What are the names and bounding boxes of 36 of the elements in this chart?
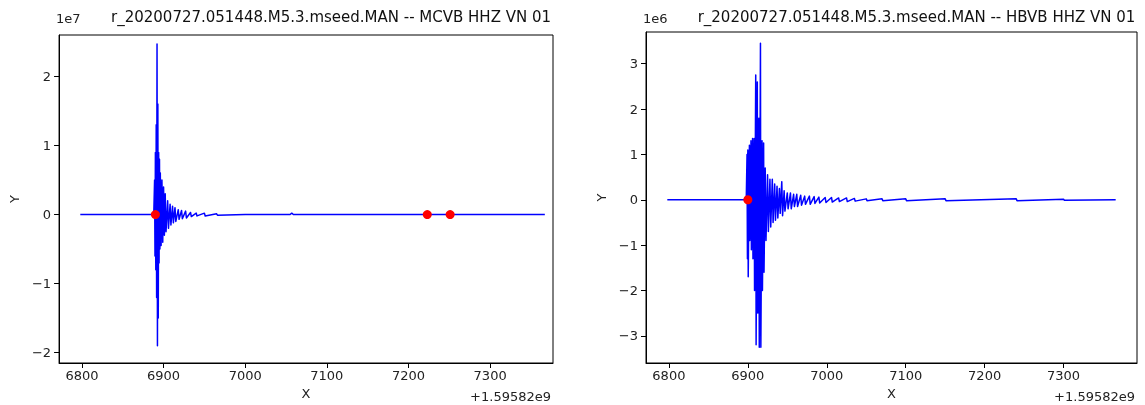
x-tick-label: 6900 xyxy=(731,368,765,383)
y-tick-label: 1 xyxy=(629,146,638,162)
y-axis-title: Y xyxy=(7,194,22,204)
line-series xyxy=(666,42,1117,348)
y-tick-label: 2 xyxy=(42,68,52,84)
y-tick-label: 0 xyxy=(629,192,638,208)
y-tick-label: −1 xyxy=(31,276,52,292)
text: 1e7 xyxy=(56,11,81,26)
y-tick-label: 2 xyxy=(629,101,638,117)
y-tick-label: 1 xyxy=(42,137,52,153)
x-axis-title: X xyxy=(301,386,311,401)
x-tick-label: 7200 xyxy=(968,368,1002,383)
text: +1.59582e9 xyxy=(1054,389,1135,404)
x-axis-title: X xyxy=(887,386,897,401)
x-tick-label: 7000 xyxy=(810,368,844,383)
text: 1e6 xyxy=(643,11,668,26)
line-series xyxy=(79,43,546,347)
y-tick-label: −1 xyxy=(618,237,638,253)
chart-title: r_20200727.051448.M5.3.mseed.MAN -- HBVB HHZ VN 01 xyxy=(697,7,1136,27)
y-tick-label: −3 xyxy=(618,328,638,344)
x-tick-label: 7200 xyxy=(391,368,426,383)
y-tick-label: 3 xyxy=(629,56,638,72)
y-axis-title: Y xyxy=(593,193,609,203)
x-tick-label: 7300 xyxy=(1047,368,1081,383)
x-tick-label: 7000 xyxy=(228,368,262,383)
y-tick-label: 0 xyxy=(42,207,52,223)
x-tick-label: 7100 xyxy=(310,368,344,383)
x-tick-label: 6800 xyxy=(65,368,99,383)
text: +1.59582e9 xyxy=(470,389,551,404)
x-tick-label: 6900 xyxy=(147,368,181,383)
x-tick-label: 6800 xyxy=(652,368,686,383)
x-tick-label: 7100 xyxy=(889,368,923,383)
y-tick-label: −2 xyxy=(618,282,638,298)
x-tick-label: 7300 xyxy=(473,368,507,383)
y-tick-label: −2 xyxy=(31,345,52,361)
chart-title: r_20200727.051448.M5.3.mseed.MAN -- MCVB HHZ VN 01 xyxy=(110,7,552,27)
